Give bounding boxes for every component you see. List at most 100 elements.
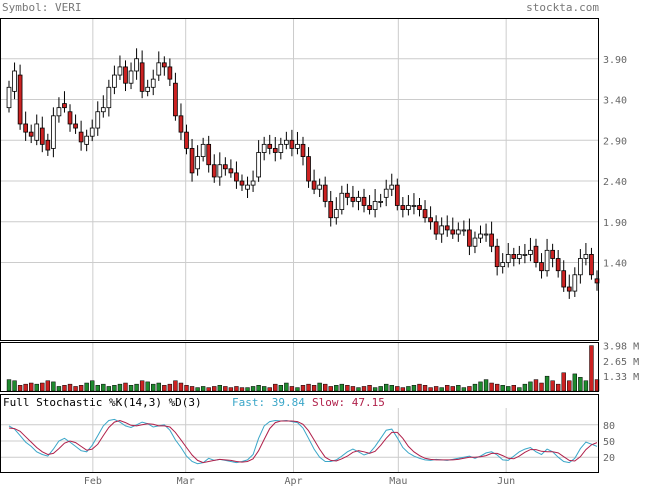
- volume-bar: [289, 386, 295, 392]
- month-tick-label: Mau: [389, 476, 407, 486]
- volume-bar: [106, 386, 112, 392]
- volume-bar: [389, 385, 394, 392]
- volume-bar: [261, 386, 267, 392]
- volume-bar: [234, 386, 239, 392]
- volume-bar: [489, 382, 494, 392]
- candle-body: [156, 62, 162, 76]
- candle-body: [167, 66, 173, 80]
- candle-body: [494, 245, 500, 268]
- candle-body: [406, 205, 411, 210]
- candle-body: [128, 70, 134, 84]
- volume-bar: [145, 381, 150, 392]
- candle-body: [261, 143, 267, 153]
- site-label: stockta.com: [526, 1, 599, 14]
- volume-bar: [12, 380, 17, 392]
- volume-bar: [178, 382, 184, 392]
- candle-body: [516, 254, 522, 259]
- volume-bar: [578, 377, 583, 392]
- price-tick-label: 3.40: [603, 96, 627, 107]
- candle-body: [589, 254, 594, 276]
- volume-bar: [128, 385, 134, 392]
- candle-body: [455, 229, 461, 235]
- stochastic-fast-label: Fast: 39.84: [232, 396, 305, 409]
- volume-tick-label: 1.33 M: [603, 372, 639, 383]
- candle-body: [500, 262, 506, 268]
- candle-body: [178, 115, 184, 133]
- candle-body: [100, 107, 106, 113]
- volume-bar: [445, 385, 450, 392]
- stochastic-tick-label: 20: [603, 453, 615, 464]
- candle-body: [78, 131, 84, 143]
- volume-tick-label: 2.65 M: [603, 357, 639, 368]
- candle-body: [450, 229, 456, 235]
- candle-body: [522, 254, 528, 256]
- volume-axis: 3.98 M 2.65 M 1.33 M: [603, 342, 639, 383]
- candle-body: [394, 184, 400, 206]
- volume-bar: [439, 387, 444, 392]
- candlestick-series: [6, 48, 600, 299]
- candle-body: [228, 168, 234, 174]
- volume-bar: [533, 379, 539, 392]
- volume-bar: [73, 386, 78, 392]
- volume-bar: [478, 381, 483, 392]
- volume-bar: [583, 380, 589, 392]
- volume-bar: [561, 372, 566, 392]
- candle-body: [539, 262, 544, 272]
- panel-frame: [0, 18, 599, 341]
- volume-bar: [223, 386, 228, 392]
- volume-bar: [428, 387, 433, 392]
- candle-body: [95, 111, 101, 129]
- volume-bar: [28, 382, 34, 392]
- stochastic-slow-label: Slow: 47.15: [312, 396, 385, 409]
- volume-bar: [567, 380, 572, 392]
- volume-bar: [123, 382, 128, 392]
- stochastic-axis: 80 50 20: [603, 421, 615, 464]
- stochastic-series: [8, 418, 598, 465]
- volume-bar: [555, 383, 561, 392]
- price-tick-label: 1.90: [603, 218, 627, 229]
- candle-body: [333, 209, 339, 219]
- volume-bar: [84, 382, 89, 392]
- volume-bar: [45, 380, 51, 392]
- candle-body: [62, 103, 67, 109]
- volume-bar: [494, 383, 500, 392]
- candle-body: [361, 196, 367, 206]
- candle-body: [267, 143, 273, 149]
- candle-body: [211, 164, 217, 178]
- volume-bar: [467, 386, 472, 392]
- volume-bar: [300, 385, 306, 392]
- volume-bar: [51, 381, 56, 392]
- candle-body: [295, 143, 300, 149]
- candle-body: [383, 188, 389, 198]
- candle-body: [206, 143, 212, 166]
- candle-body: [417, 205, 422, 210]
- volume-series: [6, 345, 600, 392]
- volume-bar: [267, 387, 272, 392]
- volume-bar: [483, 379, 489, 392]
- candle-body: [389, 184, 395, 190]
- candle-body: [472, 237, 478, 247]
- candle-body: [139, 62, 145, 92]
- volume-bar: [311, 385, 317, 392]
- candle-body: [200, 143, 206, 157]
- candle-body: [444, 225, 450, 231]
- candle-body: [134, 58, 139, 72]
- volume-bar: [345, 385, 350, 392]
- volume-bar: [117, 383, 123, 392]
- volume-bar: [367, 385, 372, 392]
- candle-body: [250, 180, 256, 186]
- stochastic-tick-label: 50: [603, 437, 615, 448]
- candle-body: [17, 74, 23, 125]
- candle-body: [145, 86, 151, 92]
- month-axis: Feb Mar Apr Mau Jun: [84, 476, 515, 486]
- candle-body: [84, 135, 90, 145]
- volume-bar: [461, 387, 467, 392]
- volume-bar: [550, 380, 555, 392]
- volume-bar: [101, 383, 106, 392]
- volume-bar: [406, 386, 411, 392]
- price-tick-label: 2.40: [603, 177, 627, 188]
- volume-bar: [173, 380, 178, 392]
- volume-bar: [500, 385, 505, 392]
- candle-body: [222, 164, 228, 170]
- candle-body: [478, 233, 483, 239]
